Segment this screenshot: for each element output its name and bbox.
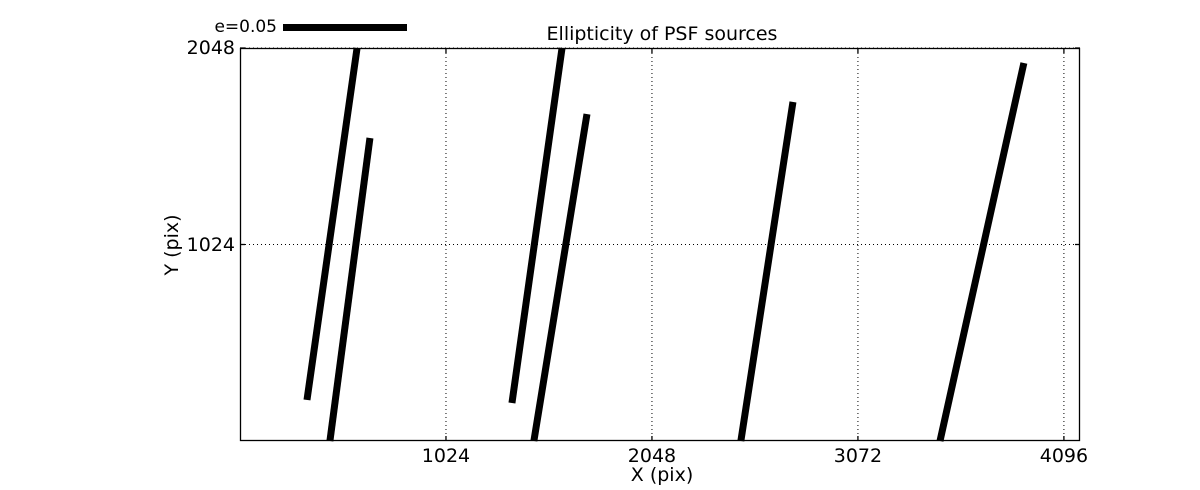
x-tick-label: 4096 [1039, 445, 1089, 467]
legend-label: e=0.05 [214, 17, 277, 37]
y-tick-label: 2048 [186, 37, 235, 59]
y-tick-label: 1024 [186, 233, 235, 256]
psf-whisker [303, 47, 361, 401]
legend: e=0.05 [0, 0, 1200, 40]
legend-whisker-bar [283, 24, 407, 31]
psf-whisker [936, 62, 1028, 442]
x-tick-label: 2048 [627, 445, 677, 467]
psf-whisker [737, 101, 797, 442]
psf-whisker [508, 47, 566, 404]
psf-whisker [530, 113, 591, 442]
psf-whisker [326, 137, 374, 442]
x-tick-label: 1024 [421, 445, 471, 467]
x-axis-label: X (pix) [630, 464, 694, 486]
chart-title: Ellipticity of PSF sources [546, 23, 778, 45]
x-tick-label: 3072 [833, 445, 883, 467]
y-axis-label: Y (pix) [161, 214, 183, 276]
